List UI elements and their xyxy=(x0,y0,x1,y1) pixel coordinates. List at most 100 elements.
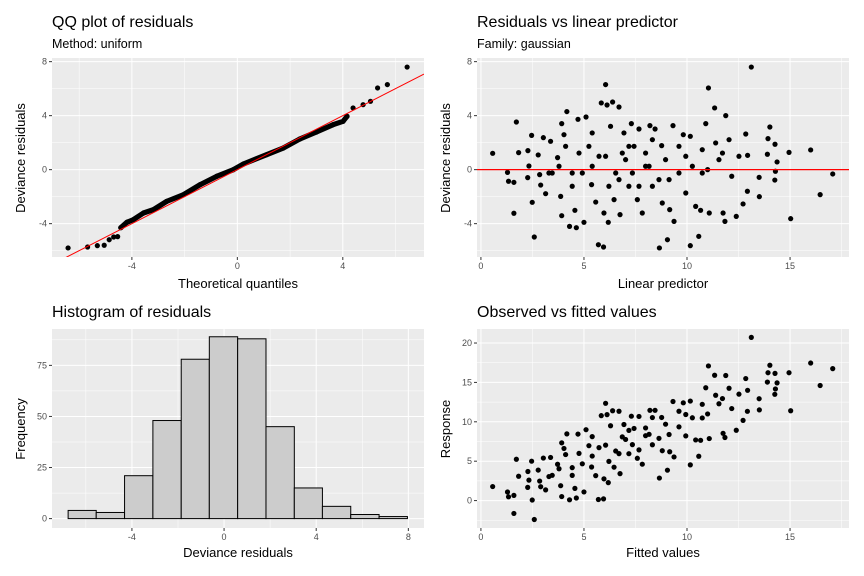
obs-point xyxy=(744,408,750,414)
obs-point xyxy=(626,451,632,457)
obs-point xyxy=(699,415,705,421)
obs-point xyxy=(756,396,762,402)
hist-bar xyxy=(265,426,295,520)
resid-point xyxy=(583,114,589,120)
obs-point xyxy=(616,451,622,457)
obs-point xyxy=(526,477,532,483)
obs-x-axis-title: Fitted values xyxy=(626,545,700,560)
obs-point xyxy=(698,437,704,443)
resid-point xyxy=(596,153,602,159)
resid-point xyxy=(659,200,665,206)
hist-y-tick-label: 75 xyxy=(37,360,47,370)
obs-point xyxy=(705,363,712,369)
resid-x-axis-title: Linear predictor xyxy=(618,276,709,291)
resid-point xyxy=(610,99,616,105)
obs-point xyxy=(628,413,634,419)
obs-point xyxy=(733,427,739,433)
obs-point xyxy=(764,379,770,385)
qq-point xyxy=(164,198,170,204)
obs-point xyxy=(600,496,607,502)
resid-point xyxy=(743,131,749,137)
resid-point xyxy=(662,157,669,163)
obs-plot-area xyxy=(490,334,836,523)
resid-point xyxy=(504,169,511,175)
obs-point xyxy=(607,423,614,429)
obs-point xyxy=(559,493,565,500)
qq-point xyxy=(214,173,220,179)
obs-point xyxy=(772,386,779,392)
obs-point xyxy=(683,411,689,418)
resid-point xyxy=(756,194,762,200)
resid-point xyxy=(538,182,544,188)
resid-point xyxy=(716,157,722,163)
obs-point xyxy=(556,466,562,472)
obs-point xyxy=(537,478,543,484)
obs-point xyxy=(786,370,792,376)
obs-point xyxy=(720,430,726,436)
obs-point xyxy=(575,431,581,437)
obs-x-tick-label: 0 xyxy=(478,532,483,542)
obs-point xyxy=(649,414,655,421)
obs-y-tick-label: 0 xyxy=(467,496,472,506)
resid-point xyxy=(622,157,629,163)
resid-title: Residuals vs linear predictor xyxy=(477,14,679,31)
obs-point xyxy=(662,421,669,427)
obs-point xyxy=(593,473,599,479)
obs-point xyxy=(656,435,662,441)
resid-point xyxy=(598,100,604,106)
qq-panel: -4 0 4 -4 0 4 8 xyxy=(39,57,424,271)
resid-point xyxy=(586,143,592,149)
obs-point xyxy=(619,434,625,440)
resid-point xyxy=(529,132,535,138)
resid-y-tick-label: -4 xyxy=(464,219,472,229)
hist-bar xyxy=(95,511,126,520)
obs-point xyxy=(729,405,735,412)
qq-background xyxy=(52,58,424,257)
obs-point xyxy=(621,421,627,428)
obs-point xyxy=(617,471,623,477)
resid-point xyxy=(617,212,623,218)
resid-point xyxy=(600,244,607,250)
obs-point xyxy=(531,516,537,523)
obs-point xyxy=(572,485,578,491)
resid-plot-area xyxy=(477,64,849,251)
qq-point xyxy=(101,242,107,248)
hist-x-axis-title: Deviance residuals xyxy=(183,545,293,560)
obs-point xyxy=(589,453,595,459)
obs-point xyxy=(666,431,672,438)
obs-point xyxy=(772,391,778,397)
obs-point xyxy=(606,458,612,464)
resid-point xyxy=(676,170,682,176)
qq-plot-area xyxy=(65,64,424,257)
resid-point xyxy=(605,219,611,225)
resid-background xyxy=(477,58,849,257)
qq-x-tick-label: -4 xyxy=(128,261,136,271)
resid-point xyxy=(767,124,773,130)
obs-point xyxy=(676,424,682,430)
resid-point xyxy=(505,178,512,184)
qq-point xyxy=(404,64,410,70)
resid-point xyxy=(830,171,836,177)
obs-point xyxy=(504,489,511,495)
obs-point xyxy=(529,497,535,503)
obs-point xyxy=(581,489,587,495)
qq-title: QQ plot of residuals xyxy=(52,14,193,31)
obs-point xyxy=(817,382,823,389)
resid-point xyxy=(616,177,622,183)
resid-point xyxy=(543,191,549,197)
obs-point xyxy=(525,468,531,475)
obs-point xyxy=(610,408,616,414)
resid-point xyxy=(676,143,682,149)
resid-point xyxy=(601,210,607,216)
qq-point xyxy=(313,129,320,135)
obs-point xyxy=(713,392,719,398)
obs-point xyxy=(788,408,794,414)
resid-point xyxy=(687,243,693,249)
resid-point xyxy=(525,175,531,181)
hist-plot-area xyxy=(67,336,408,520)
resid-point xyxy=(664,237,671,243)
obs-point xyxy=(569,465,575,471)
resid-point xyxy=(733,213,739,219)
qq-y-axis-title: Deviance residuals xyxy=(13,103,28,213)
resid-point xyxy=(516,150,522,156)
